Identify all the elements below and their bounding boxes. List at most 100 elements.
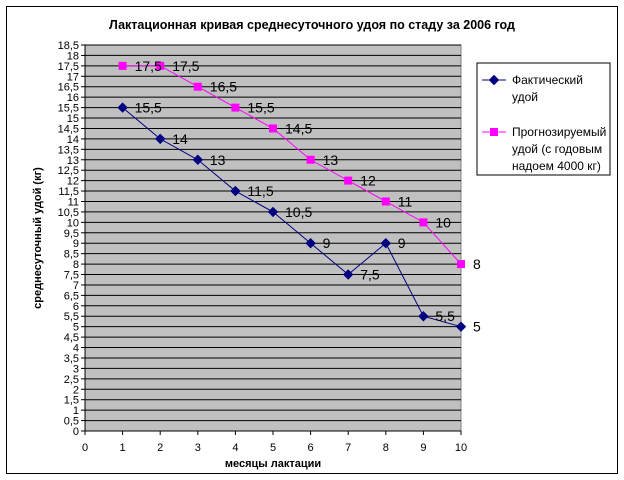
x-axis-title: месяцы лактации (225, 458, 321, 470)
data-point-square (457, 260, 465, 269)
data-label: 10 (435, 214, 451, 230)
data-label: 17,5 (135, 58, 162, 74)
y-tick-label: 7 (73, 280, 79, 292)
chart-title: Лактационная кривая среднесуточного удоя… (109, 18, 515, 32)
y-tick-label: 16 (67, 92, 79, 104)
data-point-square (118, 61, 127, 70)
y-tick-label: 17,5 (58, 61, 79, 73)
legend-label: Фактический (512, 73, 583, 87)
data-label: 14 (172, 131, 188, 147)
y-tick-label: 18 (67, 50, 79, 62)
data-label: 8 (473, 256, 481, 272)
data-point-diamond (380, 238, 392, 249)
data-label: 9 (323, 235, 331, 251)
data-label: 13 (210, 152, 226, 168)
y-tick-label: 13,5 (58, 144, 79, 156)
y-tick-label: 18,5 (58, 40, 79, 52)
data-point-square (193, 82, 202, 91)
y-tick-label: 13 (67, 155, 79, 167)
y-tick-label: 11 (68, 196, 79, 208)
y-tick-label: 8 (73, 259, 79, 271)
data-point-square (231, 103, 240, 112)
y-tick-label: 15,5 (58, 103, 79, 115)
y-tick-label: 7,5 (64, 270, 79, 282)
series (117, 61, 467, 332)
data-label: 11 (398, 193, 413, 209)
data-point-diamond (267, 206, 279, 218)
legend: Фактический удой Прогнозируемый удой (с год… (476, 62, 611, 176)
y-tick-label: 0 (73, 426, 79, 438)
y-tick-label: 9 (73, 238, 79, 250)
data-point-diamond (342, 269, 354, 280)
y-tick-label: 15 (67, 113, 79, 125)
y-axis-title: среднесуточный удой (кг) (32, 167, 44, 309)
y-tick-label: 6 (73, 301, 79, 313)
y-tick-label: 5,5 (64, 311, 79, 323)
legend-label: Прогнозируемый (512, 125, 606, 139)
data-point-diamond (488, 74, 500, 86)
data-label: 12 (360, 173, 376, 189)
x-tick-label: 4 (232, 442, 238, 454)
data-point-diamond (455, 321, 467, 332)
y-tick-label: 5 (73, 322, 79, 334)
y-tick-label: 10 (67, 217, 79, 229)
data-point-square (419, 218, 428, 227)
data-point-square (269, 124, 277, 133)
data-label: 11,5 (247, 183, 273, 199)
y-tick-label: 6,5 (64, 290, 79, 302)
x-tick-label: 3 (195, 442, 201, 454)
data-label: 9 (398, 235, 406, 251)
y-tick-label: 0,5 (64, 416, 79, 428)
grid-lines (85, 44, 461, 422)
y-tick-label: 10,5 (58, 207, 79, 219)
data-point-diamond (305, 238, 316, 249)
data-labels: 15,5 14 13 11,5 10,5 9 7,5 9 5,5 5 17,5 17,5 16,5 15,… (135, 58, 481, 335)
data-label: 16,5 (210, 79, 237, 95)
data-label: 15,5 (135, 100, 162, 116)
x-tick-label: 1 (120, 442, 126, 454)
x-tick-label: 7 (345, 442, 351, 454)
x-tick-label: 8 (383, 442, 389, 454)
data-label: 15,5 (247, 100, 274, 116)
data-label: 17,5 (172, 58, 199, 74)
x-tick-label: 10 (455, 442, 467, 454)
data-label: 5 (473, 319, 481, 335)
x-tick-label: 6 (308, 442, 314, 454)
y-tick-label: 3,5 (64, 353, 79, 365)
data-point-diamond (418, 311, 429, 322)
plot-area (84, 44, 462, 432)
y-tick-label: 11,5 (58, 186, 79, 198)
y-tick-label: 14,5 (58, 123, 79, 135)
y-tick-label: 9,5 (64, 228, 79, 240)
data-label: 14,5 (285, 120, 312, 136)
y-tick-label: 12,5 (58, 165, 79, 177)
x-axis-ticks: 0 1 2 3 4 5 6 7 8 9 10 (82, 442, 467, 454)
data-point-diamond (117, 102, 128, 113)
data-point-square (156, 61, 165, 70)
legend-box (476, 62, 611, 176)
data-label: 7,5 (360, 267, 380, 283)
y-tick-label: 2,5 (64, 374, 79, 386)
data-point-square (344, 176, 353, 185)
y-tick-label: 16,5 (58, 82, 79, 94)
y-tick-label: 1,5 (64, 395, 79, 407)
y-axis-ticks: 00,511,522,533,544,555,566,577,588,599,5… (58, 40, 79, 438)
x-tick-label: 9 (420, 442, 426, 454)
y-tick-label: 12 (67, 176, 79, 188)
y-tick-label: 4 (73, 343, 79, 355)
legend-label: удой (512, 90, 538, 104)
data-point-diamond (192, 154, 204, 165)
y-tick-label: 14 (67, 134, 79, 146)
data-point-square (381, 197, 390, 206)
y-tick-label: 3 (73, 363, 79, 375)
data-point-square (490, 128, 498, 136)
legend-label: удой (с годовым (512, 142, 602, 156)
data-label: 5,5 (435, 308, 455, 324)
x-tick-label: 2 (157, 442, 163, 454)
data-point-square (306, 155, 315, 164)
data-label: 10,5 (285, 204, 312, 220)
y-tick-label: 2 (73, 384, 79, 396)
y-tick-label: 8,5 (64, 249, 79, 261)
x-tick-label: 5 (270, 442, 276, 454)
data-point-diamond (154, 133, 166, 145)
